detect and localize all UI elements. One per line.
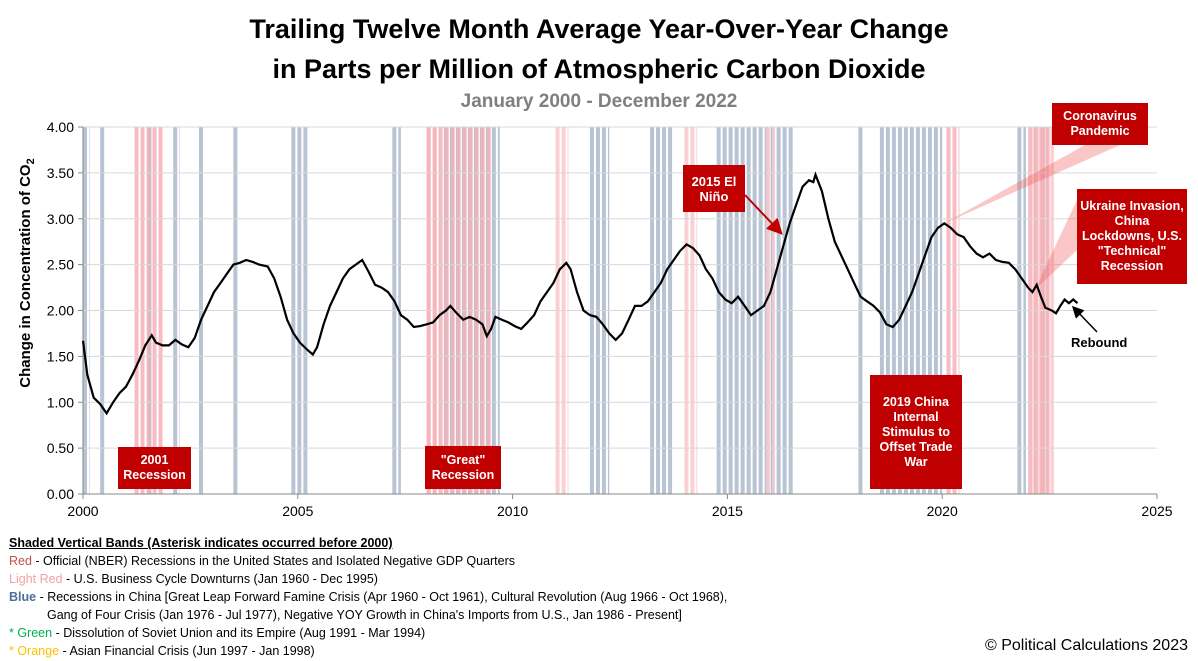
axes: 0.00 0.50 1.00 1.50 2.00 2.50 3.00 3.50 4.00 2000… xyxy=(47,119,1173,519)
chart-subtitle: January 2000 - December 2022 xyxy=(460,91,738,112)
callout-great-recession: "Great" Recession xyxy=(425,446,501,489)
callout-ukraine-invasion: Ukraine Invasion, China Lockdowns, U.S. … xyxy=(1077,189,1187,284)
chart-title-line2: in Parts per Million of Atmospheric Carb… xyxy=(272,54,926,84)
callout-coronavirus-pandemic: Coronavirus Pandemic xyxy=(1052,103,1148,145)
annotation-shapes xyxy=(944,145,1120,291)
x-tick-label: 2015 xyxy=(712,503,743,519)
legend-light-red-text: - U.S. Business Cycle Downturns (Jan 196… xyxy=(62,572,378,586)
y-tick-label: 1.00 xyxy=(47,394,74,410)
x-tick-label: 2025 xyxy=(1141,503,1172,519)
x-tick-label: 2010 xyxy=(497,503,528,519)
legend-blue: Blue - Recessions in China [Great Leap F… xyxy=(9,588,727,606)
legend-green: * Green - Dissolution of Soviet Union an… xyxy=(9,624,727,642)
legend-red: Red - Official (NBER) Recessions in the … xyxy=(9,552,727,570)
copyright: © Political Calculations 2023 xyxy=(984,637,1188,654)
legend-orange-label: * Orange xyxy=(9,644,60,658)
y-tick-label: 3.50 xyxy=(47,165,74,181)
legend-green-label: * Green xyxy=(9,626,53,640)
legend-blue-continued: Gang of Four Crisis (Jan 1976 - Jul 1977… xyxy=(47,608,682,622)
legend: Shaded Vertical Bands (Asterisk indicate… xyxy=(9,534,727,660)
callout-2015-el-nino: 2015 El Niño xyxy=(683,165,745,212)
y-tick-label: 2.50 xyxy=(47,257,74,273)
x-tick-label: 2000 xyxy=(67,503,98,519)
y-tick-label: 4.00 xyxy=(47,119,74,135)
ukraine-wedge xyxy=(1034,200,1077,291)
callout-2019-china-stimulus: 2019 China Internal Stimulus to Offset T… xyxy=(870,375,962,489)
x-tick-label: 2020 xyxy=(927,503,958,519)
y-tick-label: 0.00 xyxy=(47,486,74,502)
legend-red-label: Red xyxy=(9,554,32,568)
co2-series-line xyxy=(81,171,1079,416)
legend-light-red: Light Red - U.S. Business Cycle Downturn… xyxy=(9,570,727,588)
legend-orange: * Orange - Asian Financial Crisis (Jun 1… xyxy=(9,642,727,660)
legend-green-text: - Dissolution of Soviet Union and its Em… xyxy=(52,626,426,640)
legend-blue-text: - Recessions in China [Great Leap Forwar… xyxy=(36,590,728,604)
y-tick-label: 0.50 xyxy=(47,440,74,456)
y-tick-label: 1.50 xyxy=(47,348,74,364)
legend-header: Shaded Vertical Bands (Asterisk indicate… xyxy=(9,536,393,550)
y-tick-label: 3.00 xyxy=(47,211,74,227)
legend-red-text: - Official (NBER) Recessions in the Unit… xyxy=(31,554,516,568)
chart-title-line1: Trailing Twelve Month Average Year-Over-… xyxy=(249,14,949,44)
y-axis-label: Change in Concentration of CO2 xyxy=(17,158,37,387)
annotation-arrows xyxy=(744,194,1098,333)
annotation-rebound: Rebound xyxy=(1071,335,1128,350)
el-nino-arrow xyxy=(744,194,783,235)
legend-orange-text: - Asian Financial Crisis (Jun 1997 - Jan… xyxy=(59,644,315,658)
callout-2001-recession: 2001 Recession xyxy=(118,447,191,489)
y-tick-label: 2.00 xyxy=(47,303,74,319)
x-tick-label: 2005 xyxy=(282,503,313,519)
legend-light-red-label: Light Red xyxy=(9,572,63,586)
rebound-arrow xyxy=(1071,305,1098,333)
y-axis-label-subscript: 2 xyxy=(25,158,37,164)
gridlines xyxy=(83,126,1157,495)
legend-blue-label: Blue xyxy=(9,590,37,604)
coronavirus-wedge xyxy=(944,145,1120,224)
y-axis-label-main: Change in Concentration of CO xyxy=(17,164,34,388)
